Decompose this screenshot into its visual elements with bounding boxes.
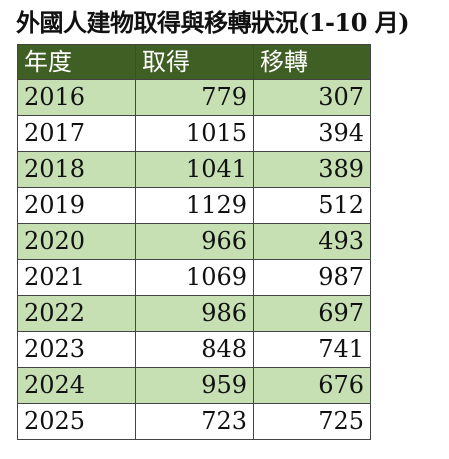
table-row: 2022 986 697 — [17, 295, 371, 332]
table-row: 2023 848 741 — [17, 331, 371, 368]
transferred-cell: 512 — [253, 187, 371, 224]
table-row: 2025 723 725 — [17, 403, 371, 440]
year-cell: 2017 — [17, 115, 136, 152]
transferred-cell: 741 — [253, 331, 371, 368]
table-row: 2019 1129 512 — [17, 187, 371, 224]
acquired-cell: 959 — [135, 367, 254, 404]
header-row: 年度 取得 移轉 — [17, 44, 371, 80]
year-cell: 2019 — [17, 187, 136, 224]
year-cell: 2018 — [17, 151, 136, 188]
data-table: 年度 取得 移轉 2016 779 307 2017 1015 394 2018… — [17, 44, 371, 440]
year-cell: 2024 — [17, 367, 136, 404]
year-cell: 2025 — [17, 403, 136, 440]
acquired-cell: 1069 — [135, 259, 254, 296]
year-cell: 2020 — [17, 223, 136, 260]
acquired-cell: 966 — [135, 223, 254, 260]
header-transferred: 移轉 — [253, 44, 371, 80]
acquired-cell: 1015 — [135, 115, 254, 152]
table-row: 2017 1015 394 — [17, 115, 371, 152]
table-row: 2016 779 307 — [17, 79, 371, 116]
header-acquired: 取得 — [135, 44, 254, 80]
transferred-cell: 697 — [253, 295, 371, 332]
page-title: 外國人建物取得與移轉狀況(1-10 月) — [16, 8, 410, 37]
acquired-cell: 723 — [135, 403, 254, 440]
table-row: 2018 1041 389 — [17, 151, 371, 188]
transferred-cell: 394 — [253, 115, 371, 152]
transferred-cell: 676 — [253, 367, 371, 404]
transferred-cell: 389 — [253, 151, 371, 188]
acquired-cell: 1129 — [135, 187, 254, 224]
acquired-cell: 986 — [135, 295, 254, 332]
table-row: 2020 966 493 — [17, 223, 371, 260]
transferred-cell: 725 — [253, 403, 371, 440]
year-cell: 2016 — [17, 79, 136, 116]
transferred-cell: 493 — [253, 223, 371, 260]
acquired-cell: 779 — [135, 79, 254, 116]
table-row: 2024 959 676 — [17, 367, 371, 404]
table-row: 2021 1069 987 — [17, 259, 371, 296]
acquired-cell: 848 — [135, 331, 254, 368]
acquired-cell: 1041 — [135, 151, 254, 188]
transferred-cell: 987 — [253, 259, 371, 296]
year-cell: 2021 — [17, 259, 136, 296]
year-cell: 2022 — [17, 295, 136, 332]
year-cell: 2023 — [17, 331, 136, 368]
header-year: 年度 — [17, 44, 136, 80]
transferred-cell: 307 — [253, 79, 371, 116]
